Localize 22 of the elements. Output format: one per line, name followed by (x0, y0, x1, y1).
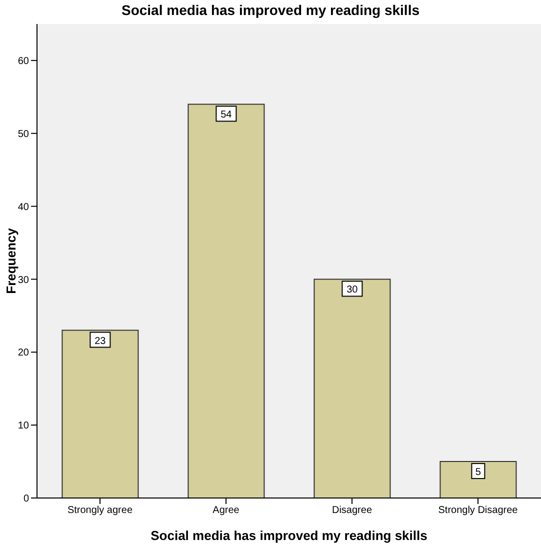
data-label: 23 (94, 336, 106, 347)
y-tick-label: 50 (18, 128, 30, 140)
bar (440, 461, 517, 498)
x-tick-label: Disagree (332, 505, 372, 516)
bar (62, 330, 139, 498)
data-label: 54 (220, 110, 232, 121)
x-tick-label: Strongly Disagree (438, 505, 518, 516)
y-axis-title: Frequency (4, 228, 18, 294)
y-tick-label: 30 (18, 274, 30, 286)
y-tick-label: 60 (18, 56, 30, 68)
bar (314, 278, 391, 498)
x-axis-title: Social media has improved my reading skills (150, 528, 428, 543)
chart-title: Social media has improved my reading skills (120, 2, 420, 18)
y-tick-label: 40 (18, 202, 30, 213)
x-tick-label: Agree (212, 505, 240, 516)
y-tick-label: 20 (18, 348, 30, 359)
y-tick-label: 10 (18, 420, 30, 432)
data-label: 5 (475, 467, 482, 478)
data-label: 30 (346, 284, 358, 296)
bar (188, 104, 265, 498)
x-tick-label: Strongly agree (67, 505, 133, 516)
y-tick-label: 0 (23, 494, 30, 505)
